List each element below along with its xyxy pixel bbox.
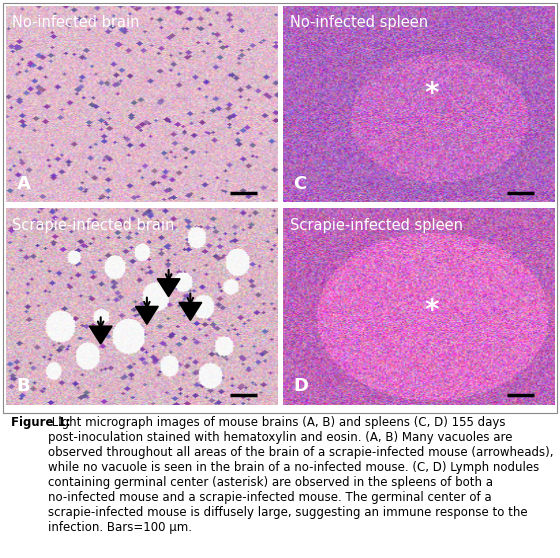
Polygon shape: [136, 306, 158, 324]
Polygon shape: [89, 326, 112, 344]
Text: B: B: [16, 377, 30, 395]
Text: Figure 1:: Figure 1:: [11, 416, 71, 429]
Text: D: D: [293, 377, 309, 395]
Text: *: *: [425, 296, 440, 325]
Polygon shape: [157, 279, 180, 297]
Text: C: C: [293, 175, 307, 193]
Text: Light micrograph images of mouse brains (A, B) and spleens (C, D) 155 days post-: Light micrograph images of mouse brains …: [48, 416, 554, 534]
Text: *: *: [425, 80, 440, 108]
Text: Scrapie-infected brain: Scrapie-infected brain: [12, 218, 175, 233]
Text: No-infected brain: No-infected brain: [12, 16, 140, 31]
Polygon shape: [179, 302, 202, 320]
Text: Scrapie-infected spleen: Scrapie-infected spleen: [290, 218, 463, 233]
Text: A: A: [16, 175, 30, 193]
Text: No-infected spleen: No-infected spleen: [290, 16, 428, 31]
